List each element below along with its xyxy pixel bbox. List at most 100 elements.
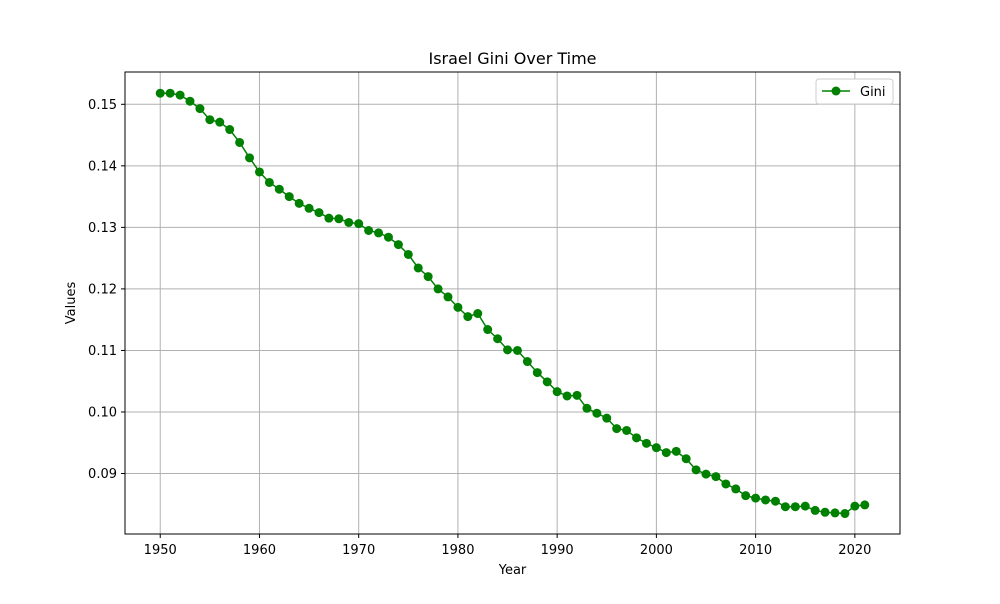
data-point (205, 115, 215, 125)
data-point (810, 505, 820, 515)
data-point (463, 312, 473, 322)
x-tick-label: 2010 (739, 543, 772, 558)
data-point (264, 177, 274, 187)
x-tick-label: 1950 (144, 543, 177, 558)
data-point (254, 167, 264, 177)
data-point (632, 433, 642, 443)
data-point (741, 491, 751, 501)
data-point (592, 408, 602, 418)
data-point (175, 90, 185, 100)
chart-title: Israel Gini Over Time (428, 49, 596, 68)
y-tick-label: 0.12 (88, 282, 117, 297)
data-point (681, 454, 691, 464)
data-point (840, 509, 850, 519)
data-point (711, 472, 721, 482)
data-point (651, 443, 661, 453)
x-axis-label: Year (498, 563, 527, 578)
data-point (790, 502, 800, 512)
data-point (195, 104, 205, 114)
series-layer (155, 88, 870, 519)
data-point (691, 465, 701, 475)
data-point (503, 345, 513, 355)
data-point (830, 508, 840, 518)
y-tick-label: 0.09 (88, 467, 117, 482)
data-point (364, 225, 374, 235)
data-point (185, 96, 195, 106)
data-point (602, 413, 612, 423)
y-axis-label: Values (64, 282, 79, 325)
data-point (622, 425, 632, 435)
data-point (225, 125, 235, 135)
data-point (274, 184, 284, 194)
data-point (721, 479, 731, 489)
data-point (671, 446, 681, 456)
x-tick-label: 2000 (640, 543, 673, 558)
data-point (493, 334, 503, 344)
data-point (731, 484, 741, 494)
x-tick-label: 2020 (838, 543, 871, 558)
legend-marker-swatch (831, 86, 841, 96)
data-point (393, 240, 403, 250)
data-point (512, 345, 522, 355)
data-point (532, 368, 542, 378)
legend: Gini (815, 78, 894, 105)
data-point (860, 500, 870, 510)
plot-frame (124, 71, 901, 535)
data-point (522, 357, 532, 367)
data-point (423, 272, 433, 282)
data-point (314, 208, 324, 218)
data-point (473, 309, 483, 319)
y-tick-label: 0.10 (88, 405, 117, 420)
x-tick-label: 1980 (441, 543, 474, 558)
data-point (820, 507, 830, 517)
data-point (701, 469, 711, 479)
data-point (215, 117, 225, 127)
y-tick-label: 0.15 (88, 98, 117, 113)
legend-label: Gini (860, 85, 886, 100)
x-tick-label: 1970 (342, 543, 375, 558)
data-point (751, 493, 761, 503)
series-line-gini (160, 92, 865, 515)
x-tick-label: 1960 (243, 543, 276, 558)
data-point (562, 391, 572, 401)
axis-ticks: 1950 1960 1970 1980 1990 2000 2010 2020 0.09 0.10… (88, 98, 871, 558)
grid (125, 72, 900, 534)
data-point (582, 403, 592, 413)
data-point (344, 217, 354, 227)
data-point (155, 88, 165, 98)
data-point (641, 438, 651, 448)
data-point (552, 387, 562, 397)
data-point (165, 88, 175, 98)
data-point (542, 377, 552, 387)
data-point (661, 448, 671, 458)
data-point (780, 502, 790, 512)
data-point (453, 302, 463, 312)
data-point (433, 284, 443, 294)
data-point (761, 495, 771, 505)
data-point (284, 192, 294, 202)
data-point (383, 232, 393, 242)
y-tick-label: 0.13 (88, 221, 117, 236)
data-point (443, 292, 453, 302)
data-point (245, 153, 255, 163)
data-point (294, 198, 304, 208)
data-point (324, 213, 334, 223)
data-point (304, 203, 314, 213)
data-point (850, 501, 860, 511)
legend-box (815, 78, 894, 105)
y-tick-label: 0.11 (88, 344, 117, 359)
data-point (374, 228, 384, 238)
data-point (403, 249, 413, 259)
data-point (235, 137, 245, 147)
data-point (800, 501, 810, 511)
data-point (413, 263, 423, 273)
data-point (770, 496, 780, 506)
data-point (334, 214, 344, 224)
y-tick-label: 0.14 (88, 159, 117, 174)
data-point (483, 325, 493, 335)
data-point (612, 424, 622, 434)
data-point (572, 390, 582, 400)
data-point (354, 219, 364, 229)
